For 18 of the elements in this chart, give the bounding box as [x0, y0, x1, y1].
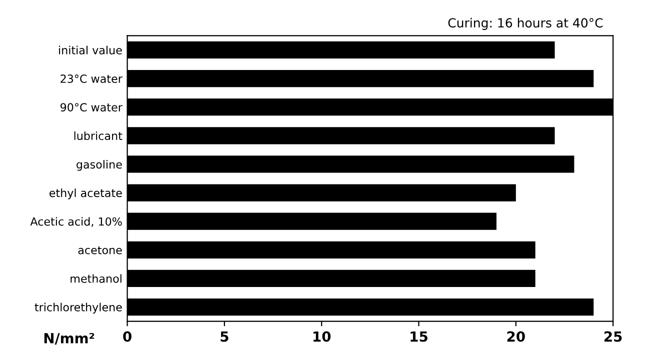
- y-tick-label: methanol: [70, 274, 122, 283]
- x-tick-label: 5: [220, 331, 228, 342]
- y-tick-label: lubricant: [74, 131, 122, 140]
- x-axis-title: N/mm²: [44, 332, 94, 345]
- y-tick-label: gasoline: [76, 160, 122, 171]
- x-tick-label: 0: [123, 331, 132, 342]
- x-tick-label: 15: [410, 331, 428, 342]
- x-tick-label: 10: [314, 331, 331, 342]
- y-tick-label: initial value: [59, 46, 122, 54]
- text: Curing: 16 hours at 40°C: [448, 18, 603, 30]
- x-tick-label: 25: [604, 331, 622, 342]
- x-tick-label: 20: [507, 331, 525, 342]
- y-tick-label: 23°C water: [60, 74, 122, 83]
- y-tick-label: ethyl acetate: [50, 188, 122, 200]
- y-tick-label: 90°C water: [60, 103, 122, 112]
- y-tick-label: acetone: [78, 246, 122, 254]
- y-tick-label: Acetic acid, 10%: [30, 217, 122, 227]
- y-tick-label: trichlorethylene: [34, 302, 122, 314]
